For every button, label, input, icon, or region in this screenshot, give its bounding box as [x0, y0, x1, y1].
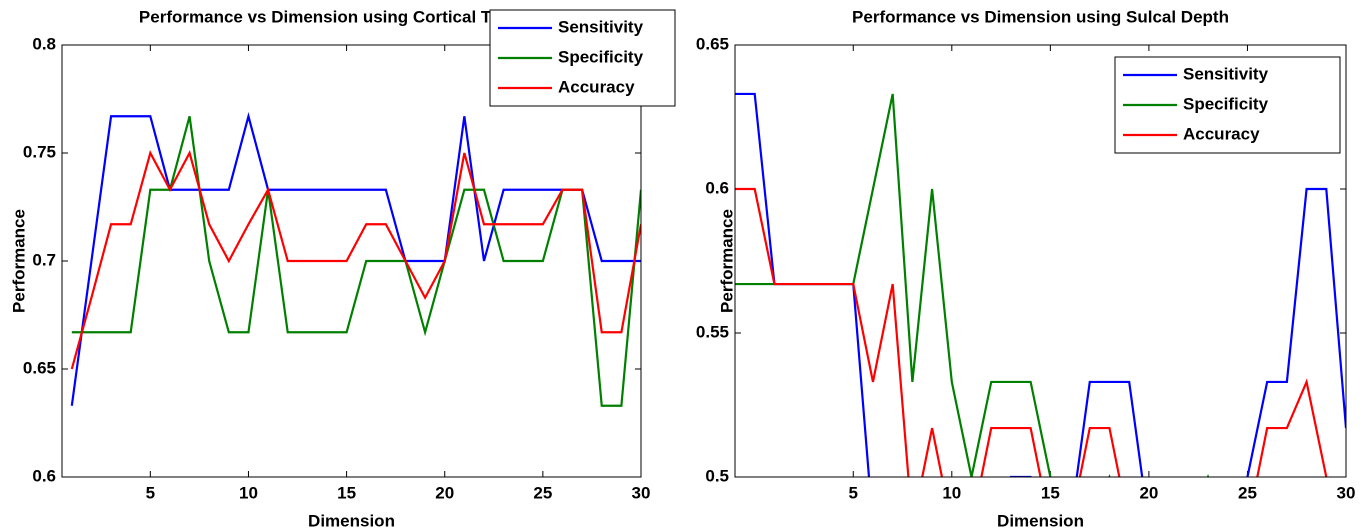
- y-tick-label: 0.6: [32, 466, 56, 485]
- legend-label: Specificity: [1183, 94, 1269, 113]
- data-line: [735, 187, 1328, 477]
- axes-frame: [61, 44, 642, 478]
- y-tick-label: 0.8: [32, 34, 56, 53]
- x-tick-label: 10: [239, 483, 258, 502]
- y-tick-label: 0.7: [32, 250, 56, 269]
- x-tick-label: 30: [632, 483, 651, 502]
- x-tick-label: 20: [435, 483, 454, 502]
- y-tick-label: 0.5: [705, 466, 729, 485]
- axes-frame: [734, 44, 1347, 478]
- chart-title: Performance vs Dimension using Sulcal De…: [852, 7, 1229, 26]
- x-tick-label: 15: [1041, 483, 1060, 502]
- legend: Sensitivity Specificity Accuracy: [1114, 56, 1341, 154]
- legend-label: Accuracy: [558, 77, 635, 96]
- data-line: [71, 115, 641, 407]
- x-axis-label: Dimension: [308, 511, 395, 530]
- legend: Sensitivity Specificity Accuracy: [489, 9, 676, 107]
- legend-label: Sensitivity: [1183, 64, 1269, 83]
- legend-label: Accuracy: [1183, 124, 1260, 143]
- y-tick-label: 0.75: [23, 142, 56, 161]
- chart-title: Performance vs Dimension using Cortical …: [139, 7, 564, 26]
- y-tick-label: 0.65: [23, 358, 56, 377]
- legend-label: Specificity: [558, 47, 644, 66]
- y-axis-label: Performance: [717, 209, 736, 313]
- x-tick-label: 5: [146, 483, 155, 502]
- x-tick-label: 5: [849, 483, 858, 502]
- x-axis-label: Dimension: [997, 511, 1084, 530]
- data-line: [70, 150, 641, 370]
- subplot: Performance vs Dimension using Cortical …: [9, 7, 676, 530]
- y-tick-label: 0.65: [696, 34, 729, 53]
- plot-area: [62, 45, 641, 477]
- y-tick-label: 0.55: [696, 322, 729, 341]
- x-tick-label: 10: [942, 483, 961, 502]
- subplot: Performance vs Dimension using Sulcal De…: [696, 7, 1356, 530]
- y-tick-label: 0.6: [705, 178, 729, 197]
- y-axis-label: Performance: [9, 209, 28, 313]
- x-tick-label: 25: [533, 483, 552, 502]
- data-line: [70, 112, 641, 406]
- x-tick-label: 15: [337, 483, 356, 502]
- x-tick-label: 30: [1337, 483, 1356, 502]
- x-tick-label: 25: [1238, 483, 1257, 502]
- legend-label: Sensitivity: [558, 17, 644, 36]
- x-tick-label: 20: [1139, 483, 1158, 502]
